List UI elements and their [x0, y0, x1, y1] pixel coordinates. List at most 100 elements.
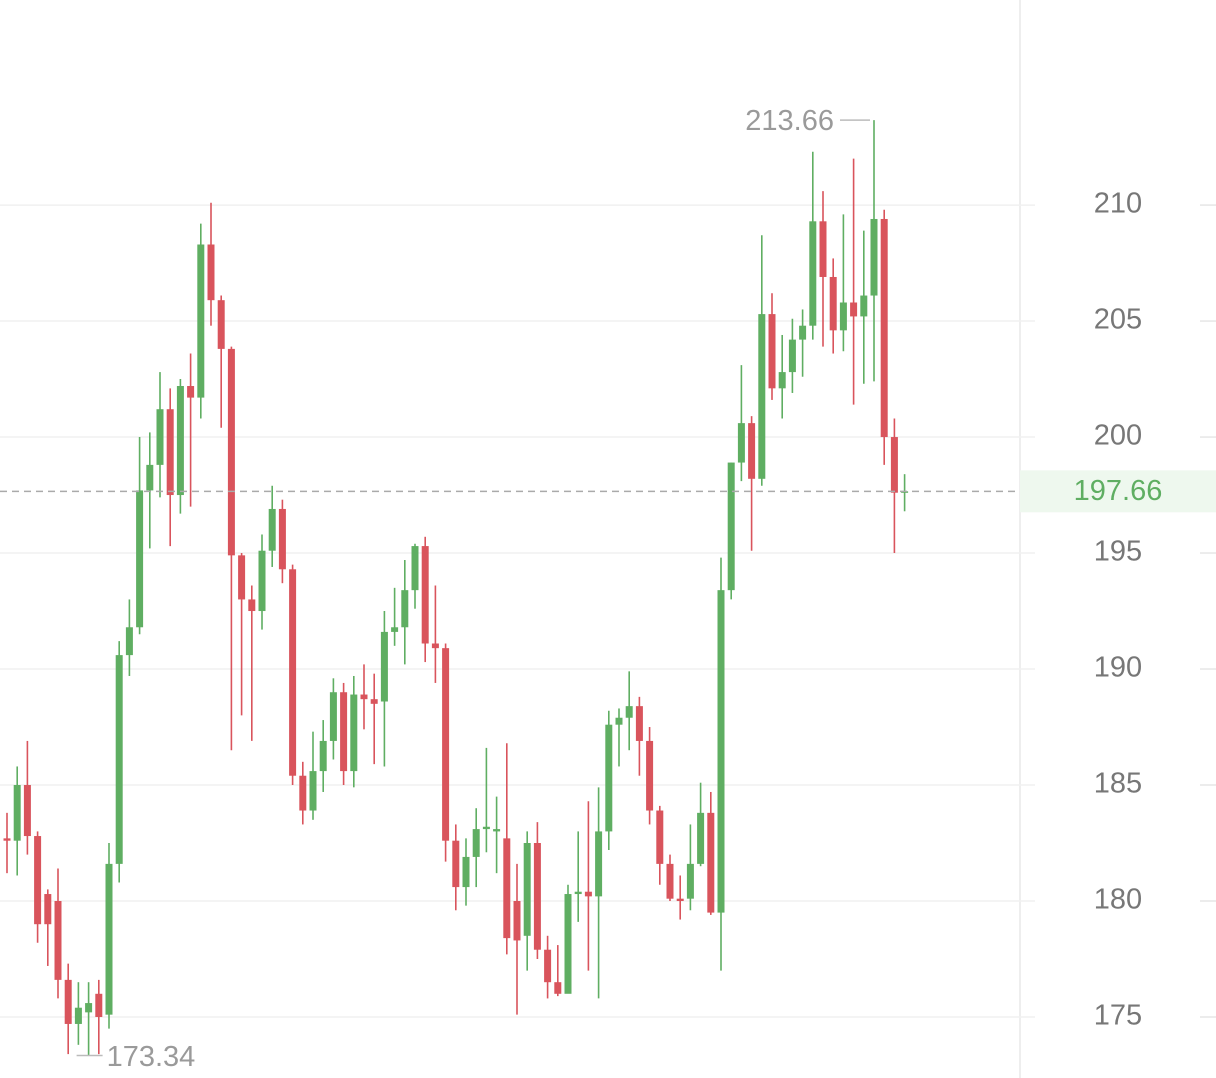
- candles: [3, 120, 909, 1056]
- candle-body: [656, 810, 664, 864]
- min-label: 173.34: [107, 1041, 196, 1073]
- y-tick-label: 190: [1094, 652, 1142, 684]
- candle-body: [574, 891, 582, 895]
- candle-body: [268, 508, 276, 551]
- candle-body: [44, 894, 52, 925]
- candle-body: [758, 314, 766, 479]
- candle-body: [472, 829, 480, 857]
- candle-body: [146, 464, 154, 491]
- candle-body: [615, 717, 623, 725]
- y-tick-label: 185: [1094, 768, 1142, 800]
- candle-body: [23, 785, 31, 837]
- candle-body: [299, 775, 307, 811]
- candle-body: [839, 302, 847, 331]
- last-price-label: 197.66: [1074, 475, 1163, 507]
- candle-body: [197, 244, 205, 398]
- candle-body: [584, 891, 592, 897]
- y-tick-label: 180: [1094, 884, 1142, 916]
- candle-body: [166, 409, 174, 496]
- candle-body: [95, 993, 103, 1017]
- candle-body: [850, 302, 858, 317]
- candle-body: [523, 843, 531, 936]
- candle-body: [799, 325, 807, 340]
- candle-body: [115, 655, 123, 864]
- candle-body: [54, 901, 62, 980]
- candle-body: [248, 599, 256, 612]
- candle-body: [768, 314, 776, 389]
- candle-body: [860, 295, 868, 317]
- candle-body: [544, 949, 552, 983]
- candle-body: [350, 694, 358, 772]
- candle-body: [727, 462, 735, 591]
- candle-body: [227, 348, 235, 556]
- candle-body: [829, 276, 837, 331]
- candle-body: [533, 843, 541, 950]
- candle-body: [625, 706, 633, 718]
- candle-body: [13, 785, 21, 841]
- candle-body: [238, 555, 246, 600]
- candle-body: [819, 221, 827, 277]
- candle-body: [737, 423, 745, 463]
- candle-body: [360, 694, 368, 700]
- y-tick-label: 200: [1094, 420, 1142, 452]
- candle-body: [462, 856, 470, 888]
- candle-body: [309, 771, 317, 811]
- candle-body: [391, 627, 399, 632]
- candle-body: [880, 218, 888, 438]
- candle-body: [319, 740, 327, 772]
- candle-body: [34, 836, 42, 925]
- candle-body: [635, 706, 643, 741]
- candle-body: [421, 546, 429, 644]
- candle-body: [778, 372, 786, 389]
- candle-body: [85, 1003, 93, 1013]
- y-tick-label: 195: [1094, 536, 1142, 568]
- candle-body: [431, 643, 439, 649]
- candle-body: [217, 300, 225, 349]
- candle-body: [278, 508, 286, 570]
- candle-body: [411, 546, 419, 591]
- candle-body: [493, 829, 501, 832]
- candle-body: [370, 699, 378, 704]
- candle-body: [646, 740, 654, 811]
- candle-body: [717, 590, 725, 913]
- candle-body: [870, 218, 878, 296]
- candle-body: [503, 838, 511, 939]
- last-price-bg: [1020, 470, 1216, 513]
- candle-body: [401, 590, 409, 628]
- y-tick-label: 175: [1094, 1000, 1142, 1032]
- candle-body: [289, 569, 297, 776]
- candle-body: [666, 863, 674, 899]
- candle-body: [707, 812, 715, 913]
- candle-body: [187, 386, 195, 398]
- candle-body: [748, 423, 756, 479]
- candle-body: [482, 826, 490, 830]
- candle-body: [207, 244, 215, 301]
- candle-body: [74, 1007, 82, 1024]
- candle-body: [564, 894, 572, 994]
- candle-body: [452, 840, 460, 888]
- candle-body: [788, 339, 796, 373]
- candle-body: [329, 692, 337, 741]
- candle-body: [105, 863, 113, 1015]
- candle-body: [890, 437, 898, 493]
- y-tick-label: 205: [1094, 304, 1142, 336]
- candle-body: [64, 979, 72, 1024]
- overlay: 213.66 173.34 197.66: [0, 105, 1216, 1073]
- y-tick-label: 210: [1094, 188, 1142, 220]
- candle-body: [554, 982, 562, 994]
- candle-body: [156, 409, 164, 465]
- candle-body: [676, 898, 684, 902]
- candle-body: [258, 550, 266, 612]
- candle-body: [380, 631, 388, 702]
- candle-body: [513, 901, 521, 941]
- candle-body: [442, 648, 450, 841]
- candle-body: [605, 724, 613, 832]
- candle-body: [3, 838, 11, 841]
- max-label: 213.66: [745, 105, 834, 137]
- candle-body: [125, 627, 133, 656]
- candle-body: [686, 863, 694, 899]
- candle-body: [595, 831, 603, 897]
- candle-body: [340, 692, 348, 772]
